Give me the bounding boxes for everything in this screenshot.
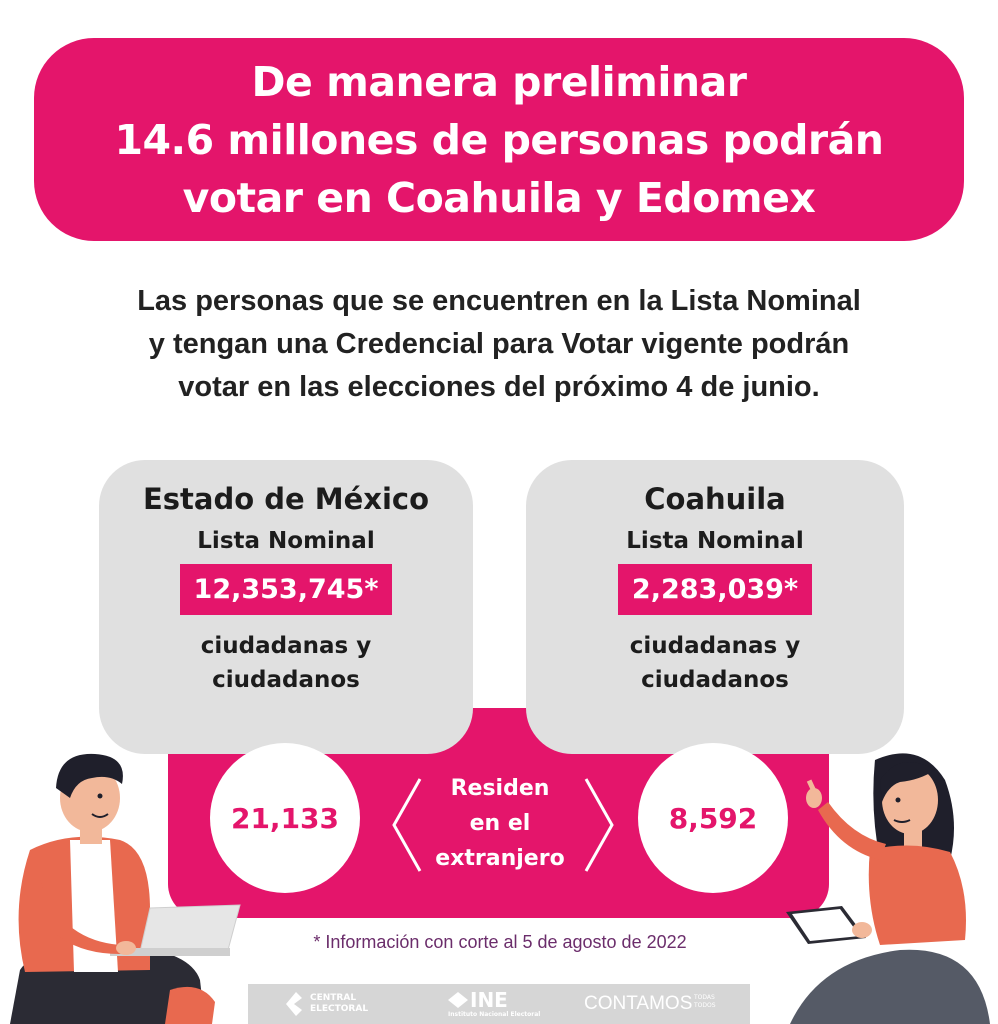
ine-logo-text: INE — [470, 988, 508, 1012]
header-line-3: votar en Coahuila y Edomex — [182, 173, 816, 222]
card-value: 2,283,039* — [617, 564, 813, 615]
woman-with-tablet-illustration — [786, 753, 990, 1024]
abroad-count-coahuila: 8,592 — [638, 743, 788, 893]
card-estado-de-mexico: Estado de México Lista Nominal 12,353,74… — [99, 460, 473, 754]
central-electoral-logo: CENTRAL ELECTORAL — [310, 993, 368, 1015]
man-with-laptop-illustration — [10, 753, 241, 1024]
footnote: * Información con corte al 5 de agosto d… — [313, 932, 687, 952]
card-caption-line-2: ciudadanos — [641, 667, 789, 693]
card-caption: ciudadanas y ciudadanos — [630, 629, 800, 697]
header-banner: De manera preliminar 14.6 millones de pe… — [34, 38, 964, 241]
card-list-label: Lista Nominal — [626, 528, 804, 554]
card-caption: ciudadanas y ciudadanos — [201, 629, 371, 697]
abroad-count-mexico: 21,133 — [210, 743, 360, 893]
card-caption-line-1: ciudadanas y — [200, 633, 372, 659]
card-list-label: Lista Nominal — [197, 528, 375, 554]
header-line-1: De manera preliminar — [251, 57, 748, 106]
card-caption-line-2: ciudadanos — [212, 667, 360, 693]
subtitle-line-1: Las personas que se encuentren en la Lis… — [137, 285, 861, 317]
card-value: 12,353,745* — [179, 564, 393, 615]
logos-bar: CENTRAL ELECTORAL INE Instituto Nacional… — [248, 984, 750, 1024]
subtitle-line-2: y tengan una Credencial para Votar vigen… — [148, 328, 850, 360]
card-title: Coahuila — [644, 482, 786, 516]
chevron-left-icon — [392, 778, 422, 872]
abroad-label: Residen en el extranjero — [410, 771, 590, 876]
ine-logo-subtitle: Instituto Nacional Electoral — [448, 1011, 541, 1018]
abroad-label-line-1: Residen — [450, 776, 550, 801]
card-caption-line-1: ciudadanas y — [629, 633, 801, 659]
central-electoral-line-2: ELECTORAL — [310, 1004, 369, 1014]
header-line-2: 14.6 millones de personas podrán — [114, 115, 884, 164]
ine-logo-icon — [448, 992, 468, 1008]
central-electoral-line-1: CENTRAL — [310, 993, 357, 1003]
subtitle: Las personas que se encuentren en la Lis… — [40, 280, 958, 409]
chevron-right-icon — [584, 778, 614, 872]
central-electoral-logo-icon — [286, 992, 302, 1016]
card-coahuila: Coahuila Lista Nominal 2,283,039* ciudad… — [526, 460, 904, 754]
contamos-logo-text: CONTAMOS — [584, 993, 693, 1014]
abroad-label-line-2: en el — [469, 811, 531, 836]
contamos-small-line-2: TODOS — [694, 1002, 716, 1009]
contamos-small-line-1: TODAS — [694, 994, 715, 1001]
card-title: Estado de México — [142, 482, 430, 516]
contamos-logo-small: TODAS TODOS — [694, 994, 716, 1010]
subtitle-line-3: votar en las elecciones del próximo 4 de… — [178, 371, 820, 403]
abroad-label-line-3: extranjero — [435, 846, 565, 871]
